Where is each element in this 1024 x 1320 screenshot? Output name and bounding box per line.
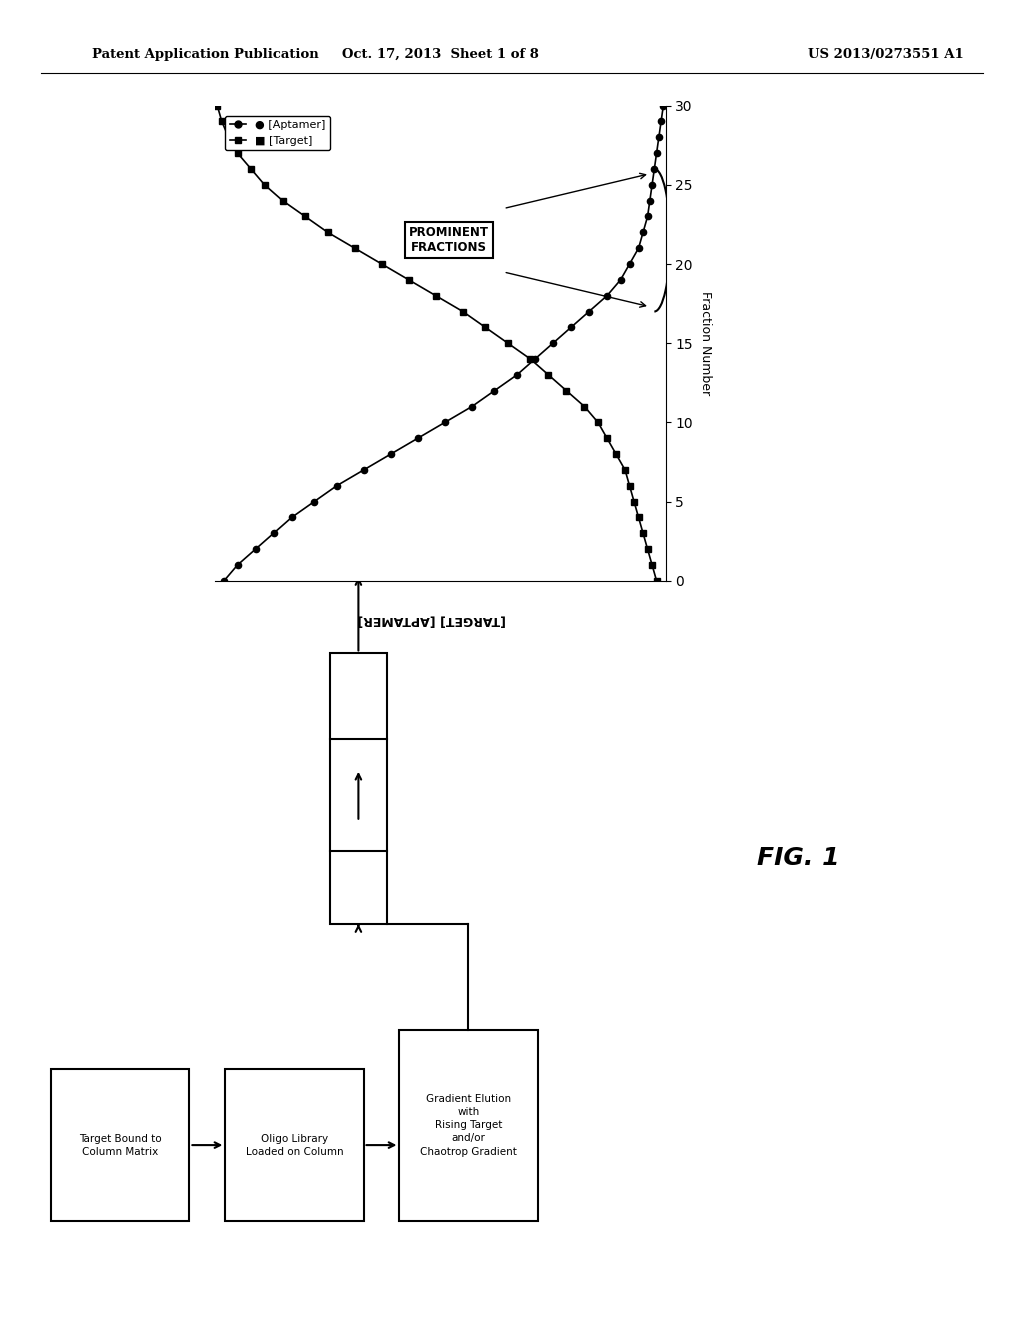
Y-axis label: Fraction Number: Fraction Number <box>699 292 713 395</box>
FancyBboxPatch shape <box>330 851 386 924</box>
Text: PROMINENT
FRACTIONS: PROMINENT FRACTIONS <box>410 226 489 255</box>
Text: Patent Application Publication: Patent Application Publication <box>92 48 318 61</box>
FancyBboxPatch shape <box>225 1069 364 1221</box>
Legend: ● [Aptamer], ■ [Target]: ● [Aptamer], ■ [Target] <box>225 116 330 150</box>
Text: [TARGET] [APTAMER]: [TARGET] [APTAMER] <box>357 614 506 627</box>
FancyBboxPatch shape <box>51 1069 189 1221</box>
Text: Gradient Elution
with
Rising Target
and/or
Chaotrop Gradient: Gradient Elution with Rising Target and/… <box>420 1094 517 1156</box>
Text: Oct. 17, 2013  Sheet 1 of 8: Oct. 17, 2013 Sheet 1 of 8 <box>342 48 539 61</box>
FancyBboxPatch shape <box>330 653 386 739</box>
FancyBboxPatch shape <box>399 1030 538 1221</box>
Text: Target Bound to
Column Matrix: Target Bound to Column Matrix <box>79 1134 162 1156</box>
Text: FIG. 1: FIG. 1 <box>758 846 840 870</box>
Text: Oligo Library
Loaded on Column: Oligo Library Loaded on Column <box>246 1134 343 1156</box>
Text: US 2013/0273551 A1: US 2013/0273551 A1 <box>808 48 964 61</box>
